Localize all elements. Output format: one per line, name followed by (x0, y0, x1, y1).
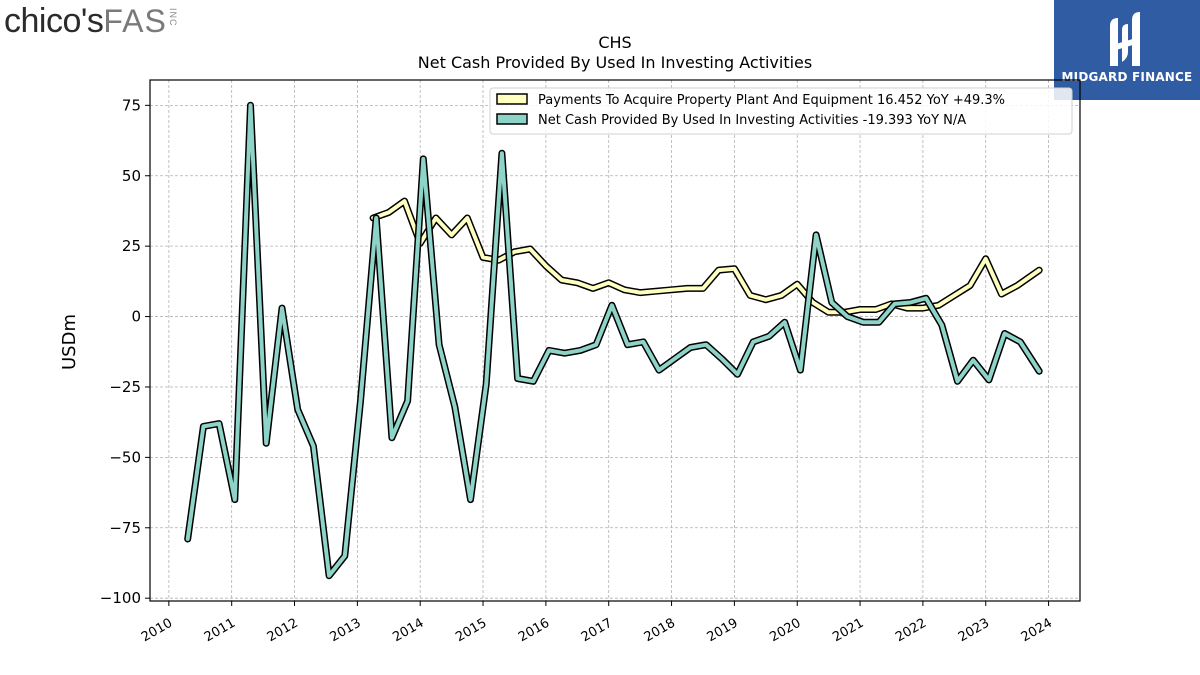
x-tick-label: 2011 (202, 616, 238, 646)
y-tick-label: −25 (109, 378, 141, 396)
y-tick-label: 75 (122, 96, 141, 114)
series-net-cash-investing-stroke (185, 103, 1042, 578)
axes-layer (149, 79, 1081, 602)
series-net-cash-investing-line (184, 101, 1043, 580)
y-tick-label: −75 (109, 519, 141, 537)
x-ticks: 2010 2011 2012 2013 2014 2015 2016 2017 2018 2019… (139, 601, 1055, 645)
chicos-fas-logo: chico'sFASINC (4, 2, 178, 42)
x-tick-label: 2017 (579, 616, 615, 646)
legend: Payments To Acquire Property Plant And E… (489, 87, 1073, 135)
y-tick-label: −100 (100, 589, 141, 607)
y-tick-label: 25 (122, 237, 141, 255)
x-tick-label: 2014 (390, 616, 426, 646)
midgard-finance-logo: MIDGARD FINANCE (1054, 0, 1200, 100)
logo-inc-text: INC (167, 8, 178, 27)
series-ppe-payments-stroke (371, 199, 1042, 315)
legend-entry-label: Payments To Acquire Property Plant And E… (538, 93, 1005, 108)
series-layer (184, 101, 1043, 580)
x-tick-label: 2023 (956, 616, 992, 646)
logo-suffix-text: FAS (103, 3, 167, 39)
series-ppe-payments-outline (369, 197, 1043, 316)
chart-title: CHS (598, 33, 631, 52)
x-tick-label: 2016 (516, 616, 552, 646)
plot-frame (149, 79, 1081, 602)
y-ticks: 75 50 25 0 −25 −50 −75 −100 (100, 96, 150, 607)
x-tick-label: 2018 (642, 616, 678, 646)
y-tick-label: −50 (109, 448, 141, 466)
y-axis-label: USDm (59, 314, 80, 370)
midgard-emblem-icon (1110, 12, 1140, 66)
legend-entry-label: Net Cash Provided By Used In Investing A… (538, 113, 966, 128)
x-tick-label: 2015 (453, 616, 489, 646)
legend-box (489, 87, 1073, 135)
y-tick-label: 0 (131, 308, 141, 326)
x-tick-label: 2012 (265, 616, 301, 646)
midgard-brand-text: MIDGARD FINANCE (1061, 70, 1193, 84)
series-ppe-payments-line (369, 197, 1043, 316)
legend-swatch (496, 93, 528, 105)
x-tick-label: 2020 (767, 616, 803, 646)
x-tick-label: 2010 (139, 616, 175, 646)
x-tick-label: 2021 (830, 616, 866, 646)
x-tick-label: 2019 (705, 616, 741, 646)
x-tick-label: 2013 (328, 616, 364, 646)
chart-subtitle: Net Cash Provided By Used In Investing A… (418, 53, 812, 72)
x-tick-label: 2022 (893, 616, 929, 646)
legend-swatch (496, 113, 528, 125)
x-tick-label: 2024 (1019, 616, 1055, 646)
logo-brand-text: chico's (4, 2, 104, 40)
y-tick-label: 50 (122, 167, 141, 185)
